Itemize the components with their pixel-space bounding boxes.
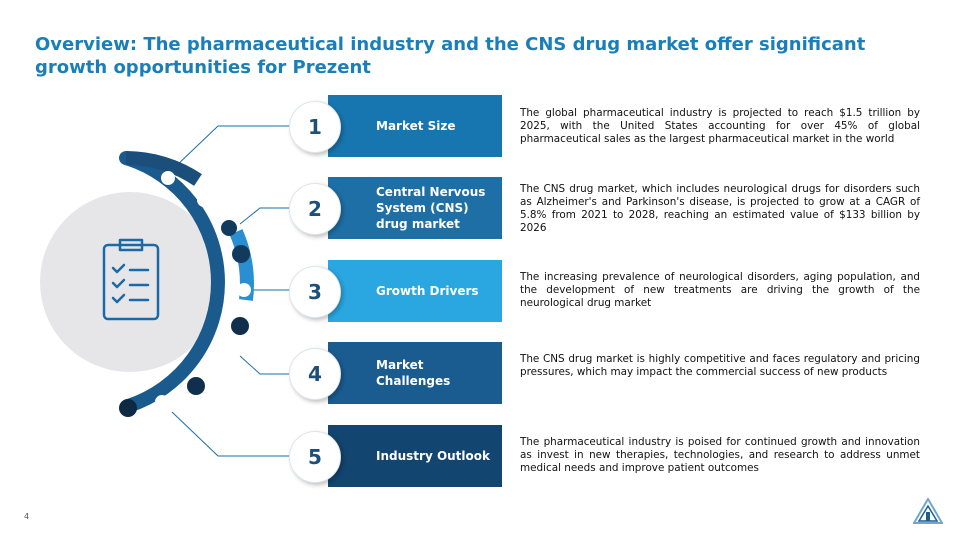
connector-4: [239, 355, 292, 375]
item-description-5: The pharmaceutical industry is poised fo…: [520, 436, 920, 474]
item-description-4: The CNS drug market is highly competitiv…: [520, 353, 920, 378]
item-number-5: 5: [289, 431, 341, 483]
arc-dot: [119, 399, 137, 417]
item-bar-market-challenges: Market Challenges: [362, 342, 502, 404]
item-bar-industry-outlook: Industry Outlook: [362, 425, 502, 487]
item-number-2: 2: [289, 183, 341, 235]
slide-title: Overview: The pharmaceutical industry an…: [35, 34, 866, 78]
checklist-icon: [102, 238, 160, 321]
item-bar-cns-market: Central Nervous System (CNS) drug market: [362, 177, 502, 239]
arc-dot: [232, 245, 250, 263]
item-bar-growth-drivers: Growth Drivers: [362, 260, 502, 322]
prezent-logo-icon: [913, 498, 943, 524]
connector-2: [239, 207, 292, 225]
item-number-3: 3: [289, 266, 341, 318]
arc-dot: [221, 220, 237, 236]
item-number-1: 1: [289, 101, 341, 153]
item-description-1: The global pharmaceutical industry is pr…: [520, 107, 920, 145]
item-label: Market Size: [376, 119, 456, 133]
arc-dot: [237, 283, 251, 297]
item-number-4: 4: [289, 348, 341, 400]
item-bar-market-size: Market Size: [362, 95, 502, 157]
hub-circle: [40, 192, 220, 372]
arc-dot: [187, 377, 205, 395]
item-label: Market Challenges: [376, 358, 451, 388]
item-label: Growth Drivers: [376, 284, 479, 298]
arc-dot: [161, 171, 175, 185]
connector-1: [173, 125, 292, 169]
item-label: Industry Outlook: [376, 449, 490, 463]
connector-5: [171, 411, 292, 457]
item-description-3: The increasing prevalence of neurologica…: [520, 271, 920, 309]
arc-dot: [197, 193, 211, 207]
arc-dot: [231, 317, 249, 335]
arc-dot: [155, 395, 169, 409]
item-description-2: The CNS drug market, which includes neur…: [520, 183, 920, 234]
item-label: Central Nervous System (CNS) drug market: [376, 185, 486, 231]
arc-dot: [215, 351, 229, 365]
page-number: 4: [24, 512, 30, 521]
